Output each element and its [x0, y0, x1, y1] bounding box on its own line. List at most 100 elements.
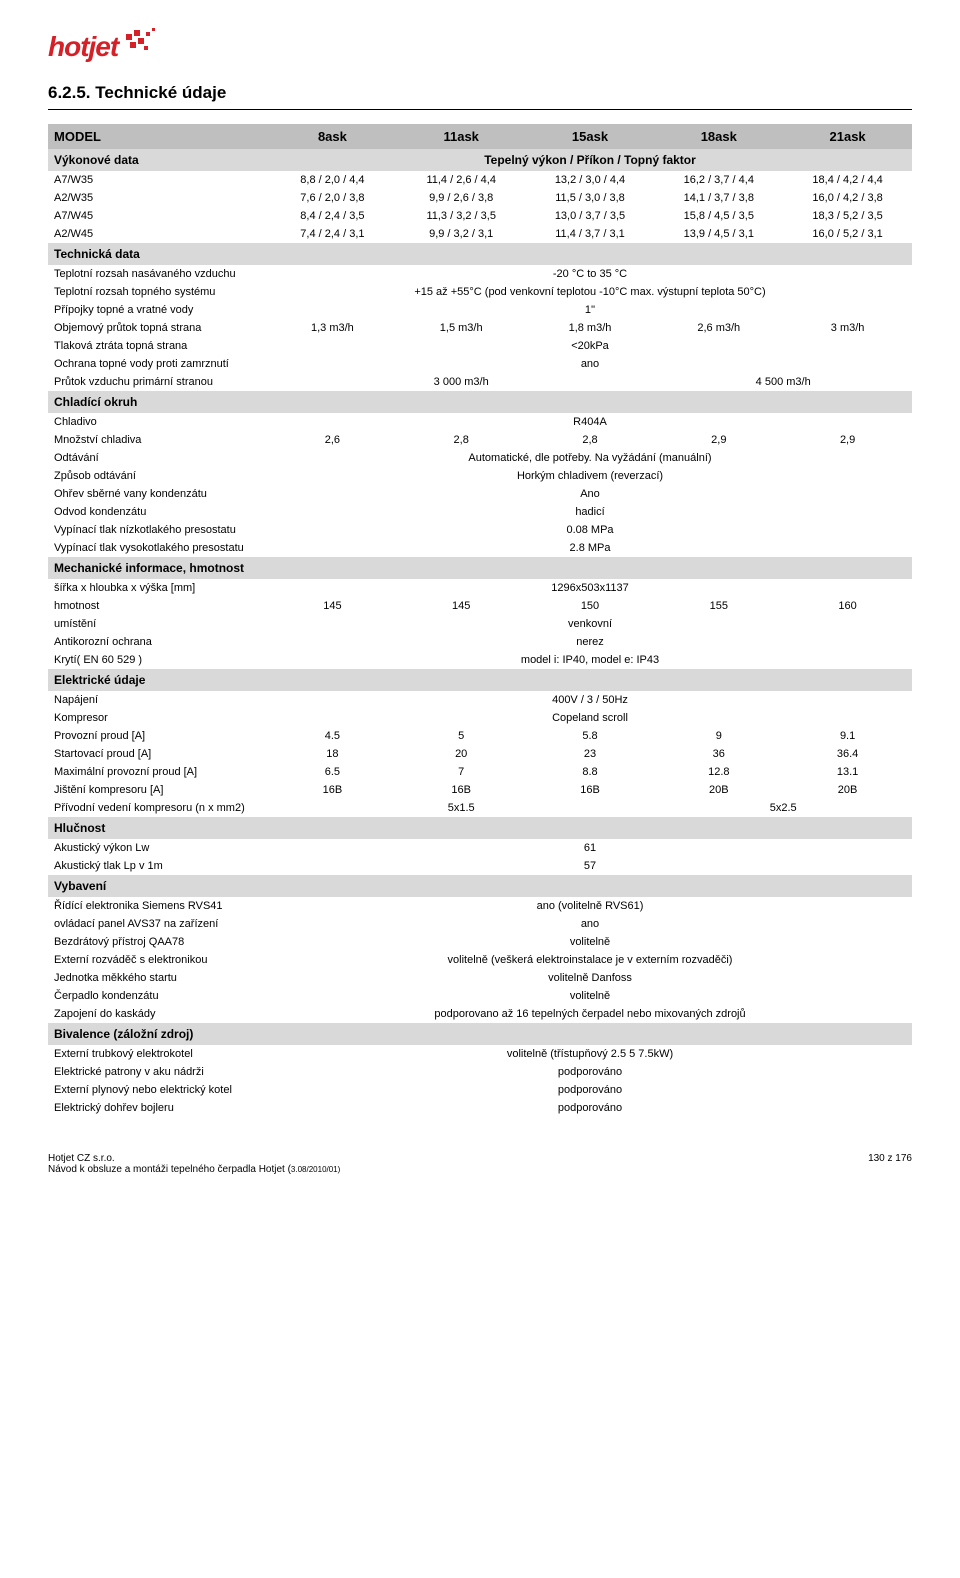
cell: 2,6 m3/h	[654, 319, 783, 337]
table-row: Vypínací tlak vysokotlakého presostatu 2…	[48, 539, 912, 557]
cell: 13,0 / 3,7 / 3,5	[526, 207, 655, 225]
table-row: Antikorozní ochrana nerez	[48, 633, 912, 651]
row-label: Akustický výkon Lw	[48, 839, 268, 857]
cell: R404A	[268, 413, 912, 431]
cell: 16,0 / 5,2 / 3,1	[783, 225, 912, 243]
table-row: Akustický tlak Lp v 1m 57	[48, 857, 912, 875]
row-label: A7/W45	[48, 207, 268, 225]
footer-company: Hotjet CZ s.r.o.	[48, 1153, 340, 1164]
cell: 160	[783, 597, 912, 615]
table-row: Elektrické patrony v aku nádrži podporov…	[48, 1063, 912, 1081]
table-row: Přípojky topné a vratné vody 1''	[48, 301, 912, 319]
cell: 2,9	[783, 431, 912, 449]
row-label: Odtávání	[48, 449, 268, 467]
cell: 2,8	[526, 431, 655, 449]
cell: 155	[654, 597, 783, 615]
row-label: Kompresor	[48, 709, 268, 727]
cell: 5x1.5	[268, 799, 654, 817]
row-label: šířka x hloubka x výška [mm]	[48, 579, 268, 597]
subhead-hluc: Hlučnost	[48, 817, 912, 839]
row-label: Průtok vzduchu primární stranou	[48, 373, 268, 391]
subhead-chladici-label: Chladící okruh	[48, 391, 912, 413]
table-row: Průtok vzduchu primární stranou 3 000 m3…	[48, 373, 912, 391]
cell: 11,3 / 3,2 / 3,5	[397, 207, 526, 225]
subhead-vykon-label: Výkonové data	[48, 149, 268, 171]
subhead-mech: Mechanické informace, hmotnost	[48, 557, 912, 579]
cell: <20kPa	[268, 337, 912, 355]
cell: 4.5	[268, 727, 397, 745]
cell: 5x2.5	[654, 799, 912, 817]
table-row: Tlaková ztráta topná strana <20kPa	[48, 337, 912, 355]
row-label: Elektrický dohřev bojleru	[48, 1099, 268, 1117]
table-row: Čerpadlo kondenzátu volitelně	[48, 987, 912, 1005]
table-row: Startovací proud [A] 18 20 23 36 36.4	[48, 745, 912, 763]
cell: 1,3 m3/h	[268, 319, 397, 337]
table-row: Teplotní rozsah topného systému +15 až +…	[48, 283, 912, 301]
cell: 8.8	[526, 763, 655, 781]
cell: 2,9	[654, 431, 783, 449]
row-label: Externí trubkový elektrokotel	[48, 1045, 268, 1063]
cell: 150	[526, 597, 655, 615]
cell: 8,8 / 2,0 / 4,4	[268, 171, 397, 189]
cell: 9	[654, 727, 783, 745]
cell: model i: IP40, model e: IP43	[268, 651, 912, 669]
subhead-tech-label: Technická data	[48, 243, 912, 265]
row-label: Vypínací tlak nízkotlakého presostatu	[48, 521, 268, 539]
cell: 11,5 / 3,0 / 3,8	[526, 189, 655, 207]
row-label: Tlaková ztráta topná strana	[48, 337, 268, 355]
table-row: Externí rozváděč s elektronikou voliteln…	[48, 951, 912, 969]
cell: 145	[397, 597, 526, 615]
table-row: Jednotka měkkého startu volitelně Danfos…	[48, 969, 912, 987]
subhead-mech-label: Mechanické informace, hmotnost	[48, 557, 912, 579]
footer-manual-title: Návod k obsluze a montáži tepelného čerp…	[48, 1164, 340, 1175]
row-label: Externí rozváděč s elektronikou	[48, 951, 268, 969]
table-row: Externí trubkový elektrokotel volitelně …	[48, 1045, 912, 1063]
subhead-tech: Technická data	[48, 243, 912, 265]
cell: 16,2 / 3,7 / 4,4	[654, 171, 783, 189]
table-row: Externí plynový nebo elektrický kotel po…	[48, 1081, 912, 1099]
row-label: Vypínací tlak vysokotlakého presostatu	[48, 539, 268, 557]
row-label: Externí plynový nebo elektrický kotel	[48, 1081, 268, 1099]
cell: 3 m3/h	[783, 319, 912, 337]
col-21ask: 21ask	[783, 124, 912, 149]
table-row: Ochrana topné vody proti zamrznutí ano	[48, 355, 912, 373]
footer-manual-version: 3.08/2010/01)	[291, 1165, 340, 1174]
row-label: umístění	[48, 615, 268, 633]
row-label: Objemový průtok topná strana	[48, 319, 268, 337]
row-label: Množství chladiva	[48, 431, 268, 449]
row-label: Řídící elektronika Siemens RVS41	[48, 897, 268, 915]
cell: 14,1 / 3,7 / 3,8	[654, 189, 783, 207]
cell: 16B	[268, 781, 397, 799]
cell: volitelně Danfoss	[268, 969, 912, 987]
cell: Copeland scroll	[268, 709, 912, 727]
cell: 13,2 / 3,0 / 4,4	[526, 171, 655, 189]
cell: 7,6 / 2,0 / 3,8	[268, 189, 397, 207]
cell: podporováno	[268, 1081, 912, 1099]
cell: 18,4 / 4,2 / 4,4	[783, 171, 912, 189]
row-label: Čerpadlo kondenzátu	[48, 987, 268, 1005]
table-row: Vypínací tlak nízkotlakého presostatu 0.…	[48, 521, 912, 539]
cell: volitelně	[268, 933, 912, 951]
row-label: Způsob odtávání	[48, 467, 268, 485]
subhead-vybav-label: Vybavení	[48, 875, 912, 897]
cell: 145	[268, 597, 397, 615]
cell: 18	[268, 745, 397, 763]
cell: 20B	[783, 781, 912, 799]
row-label: Přívodní vedení kompresoru (n x mm2)	[48, 799, 268, 817]
table-row: Jištění kompresoru [A] 16B 16B 16B 20B 2…	[48, 781, 912, 799]
row-label: Akustický tlak Lp v 1m	[48, 857, 268, 875]
cell: 12.8	[654, 763, 783, 781]
table-row: A2/W35 7,6 / 2,0 / 3,8 9,9 / 2,6 / 3,8 1…	[48, 189, 912, 207]
table-row: Řídící elektronika Siemens RVS41 ano (vo…	[48, 897, 912, 915]
row-label: Maximální provozní proud [A]	[48, 763, 268, 781]
cell: podporováno	[268, 1063, 912, 1081]
row-label: Provozní proud [A]	[48, 727, 268, 745]
subhead-hluc-label: Hlučnost	[48, 817, 912, 839]
col-model: MODEL	[48, 124, 268, 149]
cell: 16,0 / 4,2 / 3,8	[783, 189, 912, 207]
table-row: Zapojení do kaskády podporovano až 16 te…	[48, 1005, 912, 1023]
cell: 11,4 / 3,7 / 3,1	[526, 225, 655, 243]
subhead-vykon: Výkonové data Tepelný výkon / Příkon / T…	[48, 149, 912, 171]
table-header-row: MODEL 8ask 11ask 15ask 18ask 21ask	[48, 124, 912, 149]
cell: 7,4 / 2,4 / 3,1	[268, 225, 397, 243]
